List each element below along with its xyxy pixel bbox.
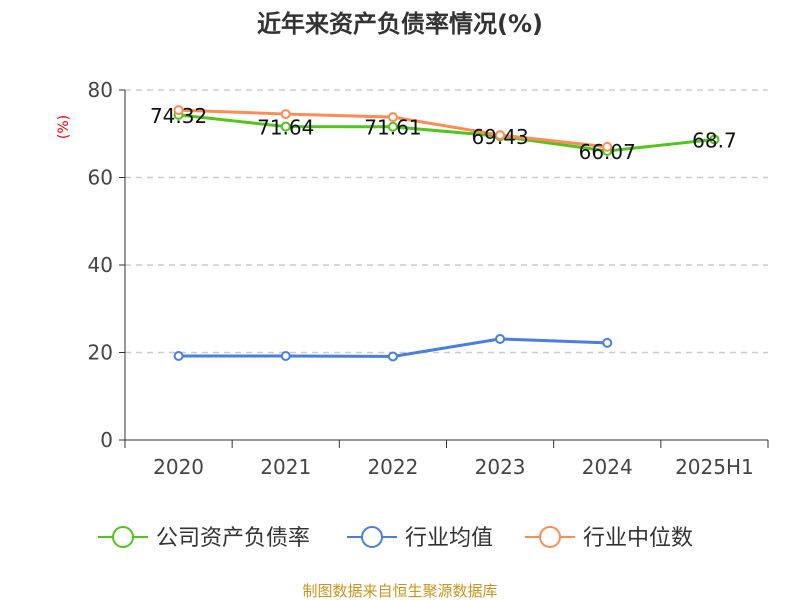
legend-marker <box>539 526 561 548</box>
x-tick-label: 2024 <box>582 455 633 479</box>
data-point <box>280 121 291 132</box>
legend-marker <box>112 526 134 548</box>
chart-title: 近年来资产负债率情况(%) <box>257 10 543 38</box>
y-tick-label: 80 <box>88 78 113 102</box>
data-point <box>387 112 398 123</box>
y-tick-label: 0 <box>100 428 113 452</box>
data-point <box>602 337 613 348</box>
legend-marker <box>361 526 383 548</box>
legend-item: 行业均值 <box>347 526 493 551</box>
y-tick-label: 40 <box>88 253 113 277</box>
data-point <box>173 105 184 116</box>
data-label: 71.64 <box>257 116 314 140</box>
data-point <box>280 351 291 361</box>
data-point <box>709 134 720 145</box>
legend-label: 行业均值 <box>405 526 493 551</box>
x-tick-label: 2022 <box>367 455 418 479</box>
legend-item: 行业中位数 <box>525 526 693 551</box>
data-label: 69.43 <box>471 125 528 149</box>
data-point <box>495 130 506 141</box>
legend-label: 公司资产负债率 <box>156 526 310 551</box>
data-point <box>387 121 398 132</box>
data-label: 74.32 <box>150 104 207 128</box>
legend-label: 行业中位数 <box>583 526 693 551</box>
source-note: 制图数据来自恒生聚源数据库 <box>302 582 497 600</box>
x-tick-label: 2025H1 <box>675 455 754 479</box>
legend-item: 公司资产负债率 <box>98 526 310 551</box>
x-tick-label: 2023 <box>475 455 526 479</box>
data-point <box>173 351 184 361</box>
y-tick-label: 20 <box>88 341 113 365</box>
data-label: 68.7 <box>692 128 737 152</box>
data-point <box>495 333 506 344</box>
data-point <box>280 109 291 120</box>
series-line-0 <box>178 113 715 153</box>
x-tick-label: 2021 <box>260 455 311 479</box>
data-label: 71.61 <box>364 116 421 140</box>
data-point <box>602 141 613 152</box>
data-label: 66.07 <box>579 140 636 164</box>
y-tick-label: 60 <box>88 166 113 190</box>
data-point <box>387 351 398 362</box>
y-axis-label: (%) <box>56 115 72 139</box>
x-tick-label: 2020 <box>153 455 204 479</box>
